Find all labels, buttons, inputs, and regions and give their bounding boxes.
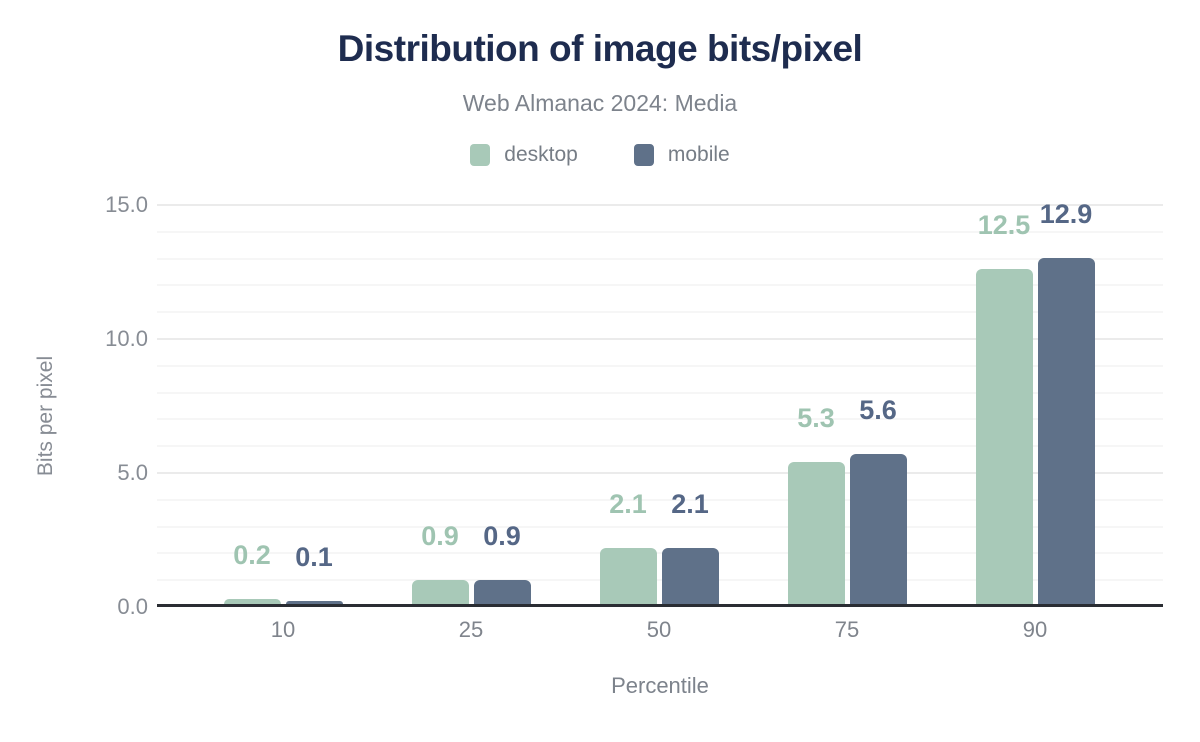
bar-value-label-desktop-p10: 0.2: [233, 539, 271, 570]
bar-mobile-p75[interactable]: [849, 453, 907, 604]
x-tick-label: 10: [270, 617, 296, 642]
gridline-minor: [157, 525, 1163, 528]
bar-mobile-p50[interactable]: [661, 547, 719, 604]
x-tick-label: 75: [834, 617, 860, 642]
y-tick-label: 5.0: [117, 460, 148, 485]
gridline-major: [157, 338, 1163, 340]
bar-mobile-p10[interactable]: [285, 601, 343, 604]
bar-value-label-mobile-p25: 0.9: [483, 520, 521, 551]
bar-value-label-mobile-p50: 2.1: [671, 488, 709, 519]
y-tick-label: 10.0: [105, 326, 148, 351]
x-axis-title: Percentile: [611, 673, 709, 698]
gridline-minor: [157, 498, 1163, 501]
bar-value-label-desktop-p25: 0.9: [421, 520, 459, 551]
chart-title: Distribution of image bits/pixel: [337, 28, 863, 69]
legend-swatch-mobile-icon: [633, 144, 654, 166]
x-tick-label: 50: [646, 617, 672, 642]
x-axis-line: [157, 604, 1163, 607]
legend-item-desktop: desktop: [470, 143, 578, 167]
gridline-minor: [157, 418, 1163, 421]
bar-value-label-desktop-p90: 12.5: [977, 210, 1031, 240]
gridline-minor: [157, 230, 1163, 233]
bar-value-label-mobile-p10: 0.1: [295, 542, 333, 573]
legend-label-desktop: desktop: [504, 143, 578, 166]
gridline-minor: [157, 284, 1163, 287]
plot-area: Percentile 0.0 5.0 10.0 15.0 0.2 0.9 2.1 5.3 12.…: [105, 193, 1163, 698]
chart-subtitle: Web Almanac 2024: Media: [462, 90, 738, 116]
bar-value-label-desktop-p50: 2.1: [609, 488, 647, 519]
x-tick-label: 25: [458, 617, 484, 642]
gridline-major: [157, 472, 1163, 474]
legend-item-mobile: mobile: [633, 143, 730, 167]
legend-label-mobile: mobile: [667, 143, 730, 166]
bar-value-label-mobile-p75: 5.6: [859, 394, 897, 425]
bar-desktop-p25[interactable]: [411, 579, 469, 604]
y-axis-title: Bits per pixel: [34, 355, 57, 477]
bar-desktop-p50[interactable]: [599, 547, 657, 604]
gridline-minor: [157, 552, 1163, 555]
bar-value-label-mobile-p90: 12.9: [1039, 199, 1093, 230]
bar-desktop-p10[interactable]: [223, 598, 281, 604]
y-tick-label: 15.0: [105, 192, 148, 217]
bar-desktop-p90[interactable]: [975, 269, 1033, 604]
gridline-major: [157, 204, 1163, 206]
gridline-minor: [157, 579, 1163, 582]
gridline-minor: [157, 391, 1163, 394]
bar-mobile-p90[interactable]: [1037, 258, 1095, 604]
y-tick-label: 0.0: [117, 594, 148, 619]
legend-swatch-desktop-icon: [470, 144, 491, 166]
bar-desktop-p75[interactable]: [787, 461, 845, 604]
gridline-minor: [157, 311, 1163, 314]
bar-value-label-desktop-p75: 5.3: [797, 402, 835, 433]
gridline-minor: [157, 445, 1163, 448]
bar-mobile-p25[interactable]: [473, 579, 531, 604]
gridline-minor: [157, 257, 1163, 260]
x-tick-label: 90: [1022, 617, 1048, 642]
gridline-minor: [157, 364, 1163, 367]
legend: desktop mobile: [0, 143, 1200, 167]
